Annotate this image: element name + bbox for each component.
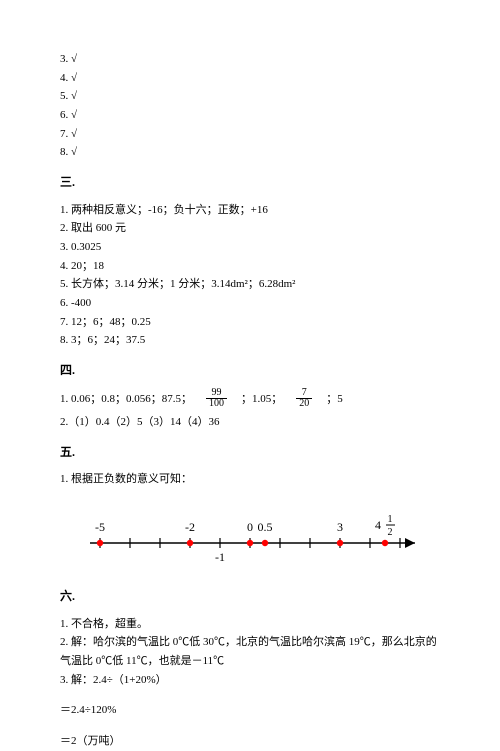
answer-line: 2.（1）0.4（2）5（3）14（4）36	[60, 413, 445, 432]
number-line-svg: -5 -2 0 0.5 3 41 2 -1	[60, 503, 430, 568]
answer-line: 气温比 0℃低 11℃，也就是－11℃	[60, 652, 445, 671]
section-heading-3: 三.	[60, 172, 445, 192]
list-item: 8. √	[60, 143, 445, 162]
svg-text:1: 1	[388, 514, 393, 525]
svg-text:2: 2	[388, 527, 393, 538]
answer-line: 8. 3；6；24；37.5	[60, 331, 445, 350]
section-6-body: 1. 不合格，超重。 2. 解：哈尔滨的气温比 0℃低 30℃，北京的气温比哈尔…	[60, 615, 445, 751]
answer-line: 5. 长方体；3.14 分米；1 分米；3.14dm²；6.28dm²	[60, 275, 445, 294]
text-part: ；5	[326, 390, 343, 409]
section-heading-4: 四.	[60, 360, 445, 380]
list-item: 5. √	[60, 87, 445, 106]
equation-line: ＝2.4÷120%	[60, 701, 445, 720]
svg-text:3: 3	[337, 520, 343, 534]
number-line-figure: -5 -2 0 0.5 3 41 2 -1	[60, 503, 445, 568]
text-part: ；1.05；	[241, 390, 282, 409]
section-5-body: 1. 根据正负数的意义可知： -5 -2 0 0.5 3 41 2 -1	[60, 470, 445, 568]
answer-line: 3. 0.3025	[60, 238, 445, 257]
fraction: 7 20	[296, 388, 312, 409]
list-item: 4. √	[60, 69, 445, 88]
section-3-body: 1. 两种相反意义；-16；负十六；正数；+16 2. 取出 600 元 3. …	[60, 201, 445, 351]
answer-line: 3. 解：2.4÷（1+20%）	[60, 671, 445, 690]
svg-text:-2: -2	[185, 520, 195, 534]
text-part: 1. 0.06；0.8；0.056；87.5；	[60, 390, 192, 409]
section-heading-5: 五.	[60, 442, 445, 462]
answer-line: 1. 根据正负数的意义可知：	[60, 470, 445, 489]
list-item: 6. √	[60, 106, 445, 125]
fraction-den: 100	[206, 399, 227, 409]
list-item: 3. √	[60, 50, 445, 69]
equation-line: ＝2（万吨）	[60, 732, 445, 751]
svg-text:-5: -5	[95, 520, 105, 534]
answer-line-with-fractions: 1. 0.06；0.8；0.056；87.5； 99 100 ；1.05； 7 …	[60, 388, 445, 409]
svg-text:4: 4	[375, 518, 381, 532]
fraction-den: 20	[296, 399, 312, 409]
answer-line: 4. 20；18	[60, 257, 445, 276]
section-4-body: 1. 0.06；0.8；0.056；87.5； 99 100 ；1.05； 7 …	[60, 388, 445, 432]
svg-text:0: 0	[247, 520, 253, 534]
answer-line: 6. -400	[60, 294, 445, 313]
section-heading-6: 六.	[60, 586, 445, 606]
answer-line: 2. 取出 600 元	[60, 219, 445, 238]
answer-line: 2. 解：哈尔滨的气温比 0℃低 30℃，北京的气温比哈尔滨高 19℃，那么北京…	[60, 633, 445, 652]
answer-line: 1. 两种相反意义；-16；负十六；正数；+16	[60, 201, 445, 220]
svg-text:0.5: 0.5	[258, 520, 273, 534]
answer-line: 1. 不合格，超重。	[60, 615, 445, 634]
list-item: 7. √	[60, 125, 445, 144]
svg-text:-1: -1	[215, 550, 225, 564]
answer-line: 7. 12；6；48；0.25	[60, 313, 445, 332]
fraction: 99 100	[206, 388, 227, 409]
top-checklist: 3. √ 4. √ 5. √ 6. √ 7. √ 8. √	[60, 50, 445, 162]
